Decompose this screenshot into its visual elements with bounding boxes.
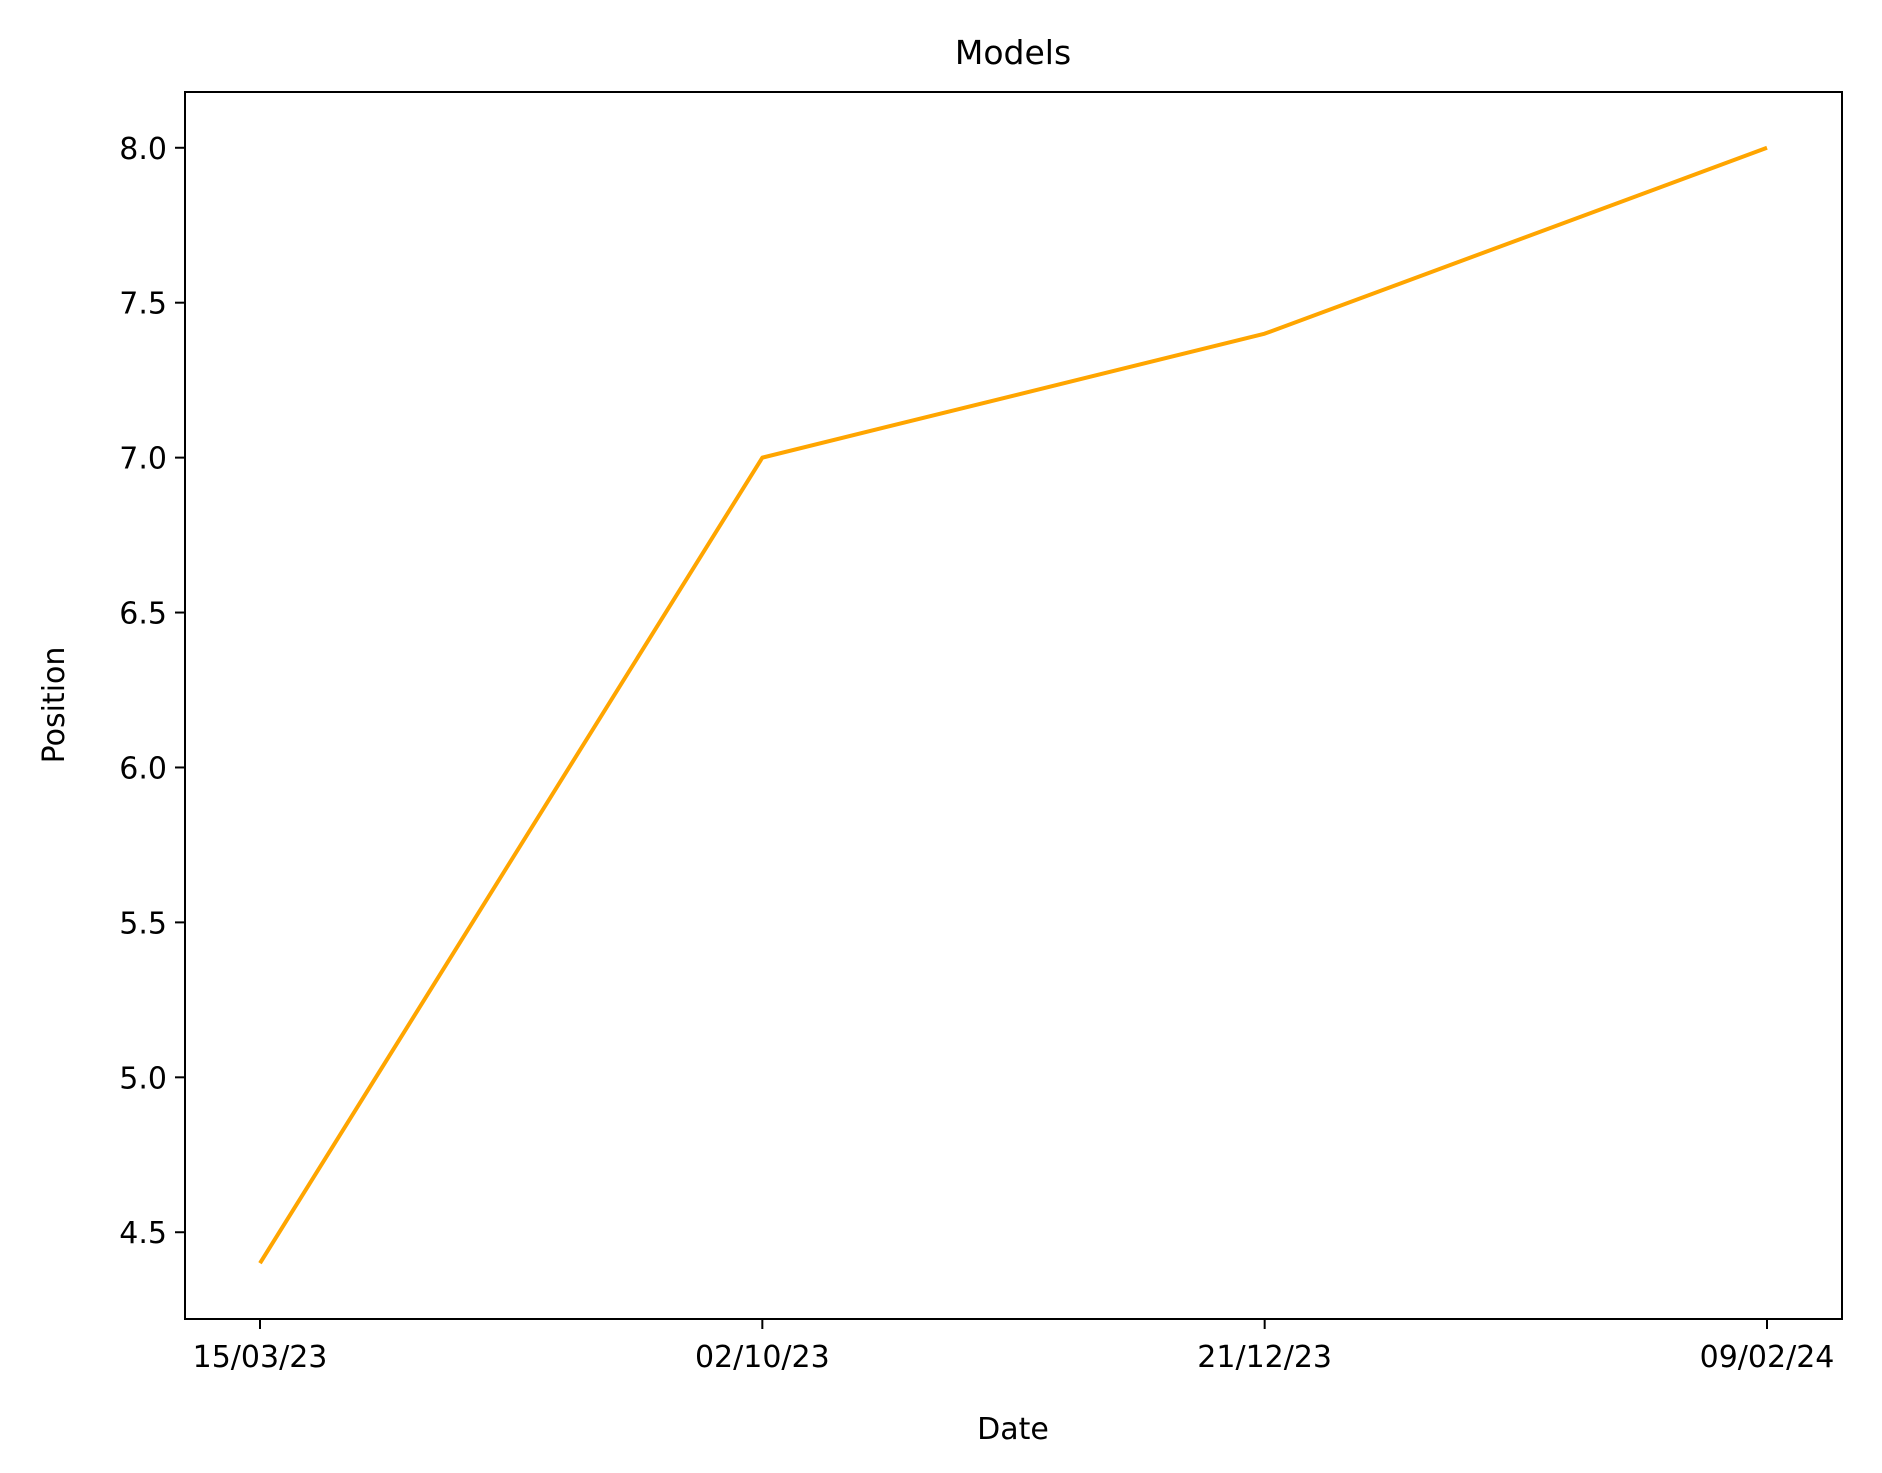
y-tick-label: 7.0 — [119, 442, 167, 477]
y-tick-label: 5.5 — [119, 906, 167, 941]
series-line — [258, 145, 1768, 1265]
x-tick-label: 21/12/23 — [1197, 1340, 1332, 1375]
y-tick-label: 4.5 — [119, 1216, 167, 1251]
chart-title: Models — [955, 33, 1071, 72]
y-tick-label: 8.0 — [119, 132, 167, 167]
x-axis-label: Date — [977, 1412, 1049, 1447]
plot-frame — [184, 91, 1843, 1320]
x-tick-label: 02/10/23 — [695, 1340, 830, 1375]
y-tick-label: 6.5 — [119, 597, 167, 632]
x-tick-label: 09/02/24 — [1700, 1340, 1835, 1375]
y-tick-label: 6.0 — [119, 751, 167, 786]
x-tick-label: 15/03/23 — [193, 1340, 328, 1375]
y-tick-label: 7.5 — [119, 287, 167, 322]
y-tick-label: 5.0 — [119, 1061, 167, 1096]
plot-area — [258, 145, 1768, 1265]
y-axis-label: Position — [37, 647, 72, 764]
